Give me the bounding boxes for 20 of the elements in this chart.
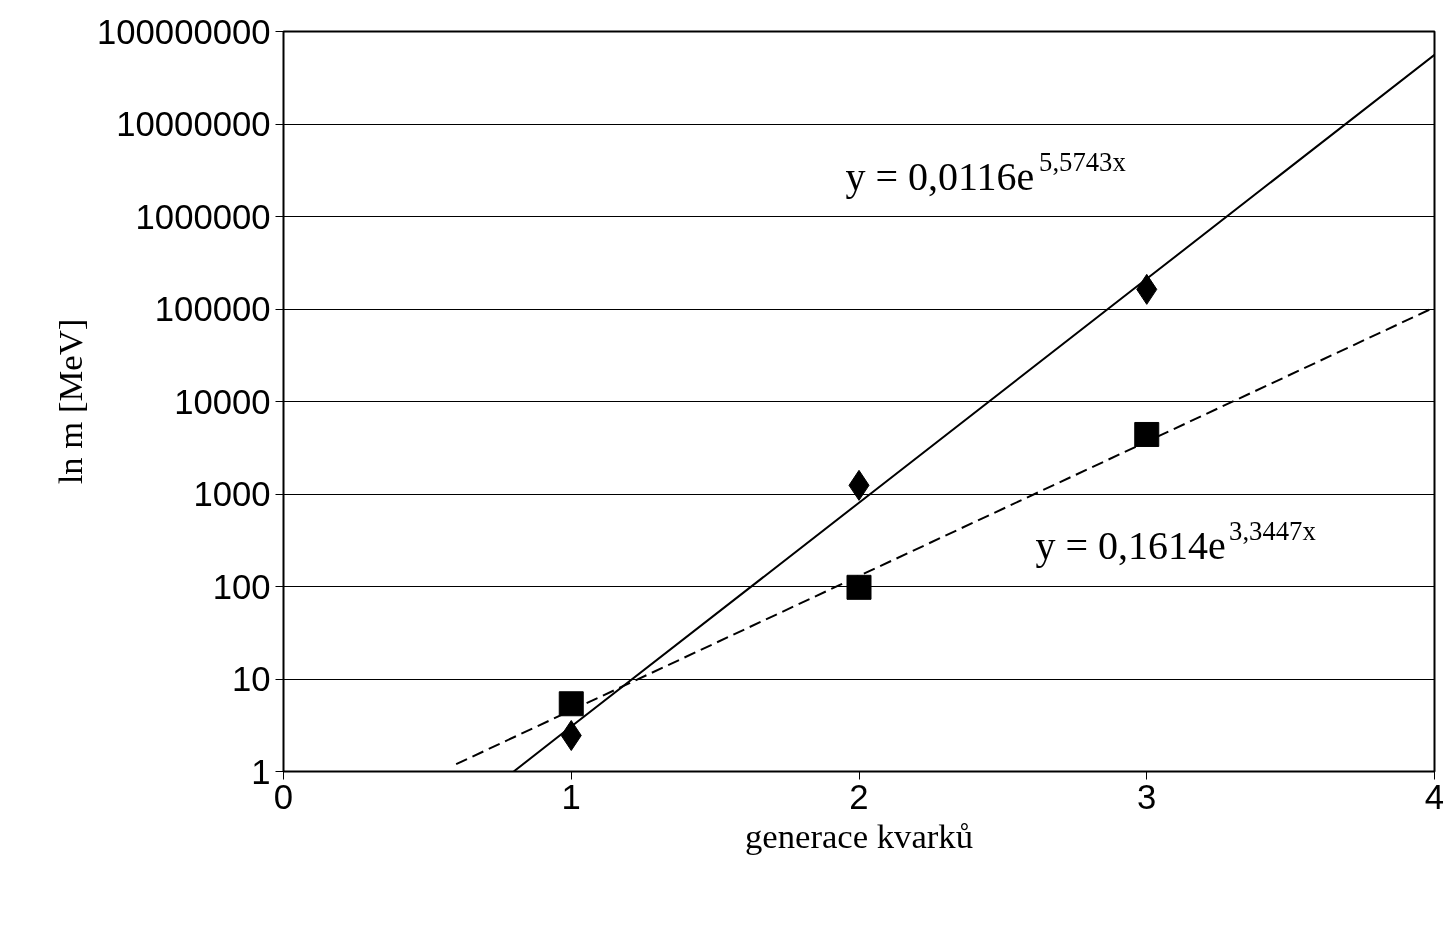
x-axis-title: generace kvarků (745, 816, 974, 855)
x-tick-label: 0 (273, 777, 294, 816)
x-tick-label: 4 (1424, 777, 1445, 816)
x-tick-label: 2 (849, 777, 869, 816)
y-tick-label: 100000 (154, 290, 271, 328)
point (558, 691, 584, 717)
y-tick-label: 1000 (193, 475, 271, 513)
y-tick-label: 10 (231, 660, 271, 698)
y-tick-label: 1000000 (135, 197, 271, 236)
x-tick-label: 3 (1137, 777, 1157, 816)
point (846, 574, 872, 600)
y-axis-title: ln m [MeV] (51, 318, 90, 485)
point (1134, 421, 1160, 447)
y-tick-label: 100 (212, 567, 271, 606)
y-tick-label: 10000000 (116, 105, 271, 143)
y-tick-label: 10000 (174, 382, 271, 421)
y-tick-label: 1 (251, 752, 271, 791)
y-tick-label: 100000000 (97, 12, 271, 51)
point (560, 720, 582, 751)
x-tick-label: 1 (561, 777, 581, 816)
